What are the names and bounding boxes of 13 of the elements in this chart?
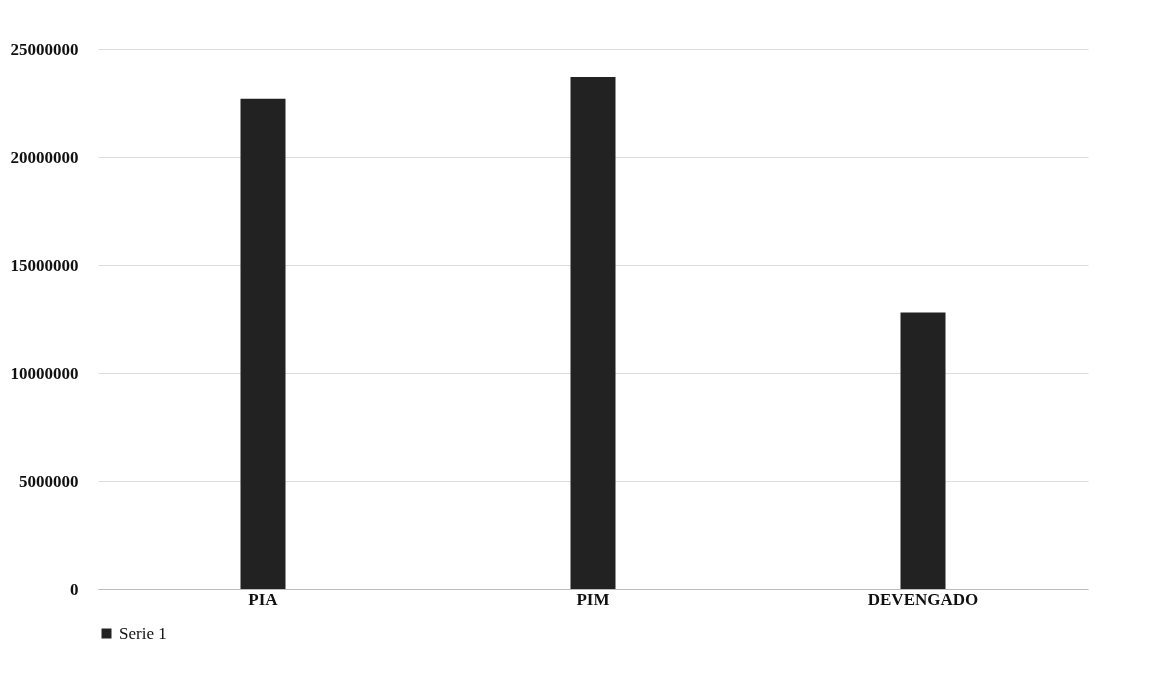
x-tick-label: DEVENGADO: [867, 589, 979, 609]
y-tick-label: 0: [70, 579, 79, 599]
x-tick-label: PIA: [248, 589, 279, 609]
y-tick-label: 15000000: [10, 255, 79, 275]
x-tick-label: PIM: [576, 589, 610, 609]
bar: [570, 77, 616, 589]
bar: [240, 98, 286, 589]
y-tick-label: 20000000: [10, 147, 79, 167]
bar: [900, 312, 946, 589]
y-tick-label: 10000000: [10, 363, 79, 383]
y-tick-label: 25000000: [10, 39, 79, 59]
legend-label: Serie 1: [119, 623, 167, 643]
y-tick-label: 5000000: [19, 471, 79, 491]
